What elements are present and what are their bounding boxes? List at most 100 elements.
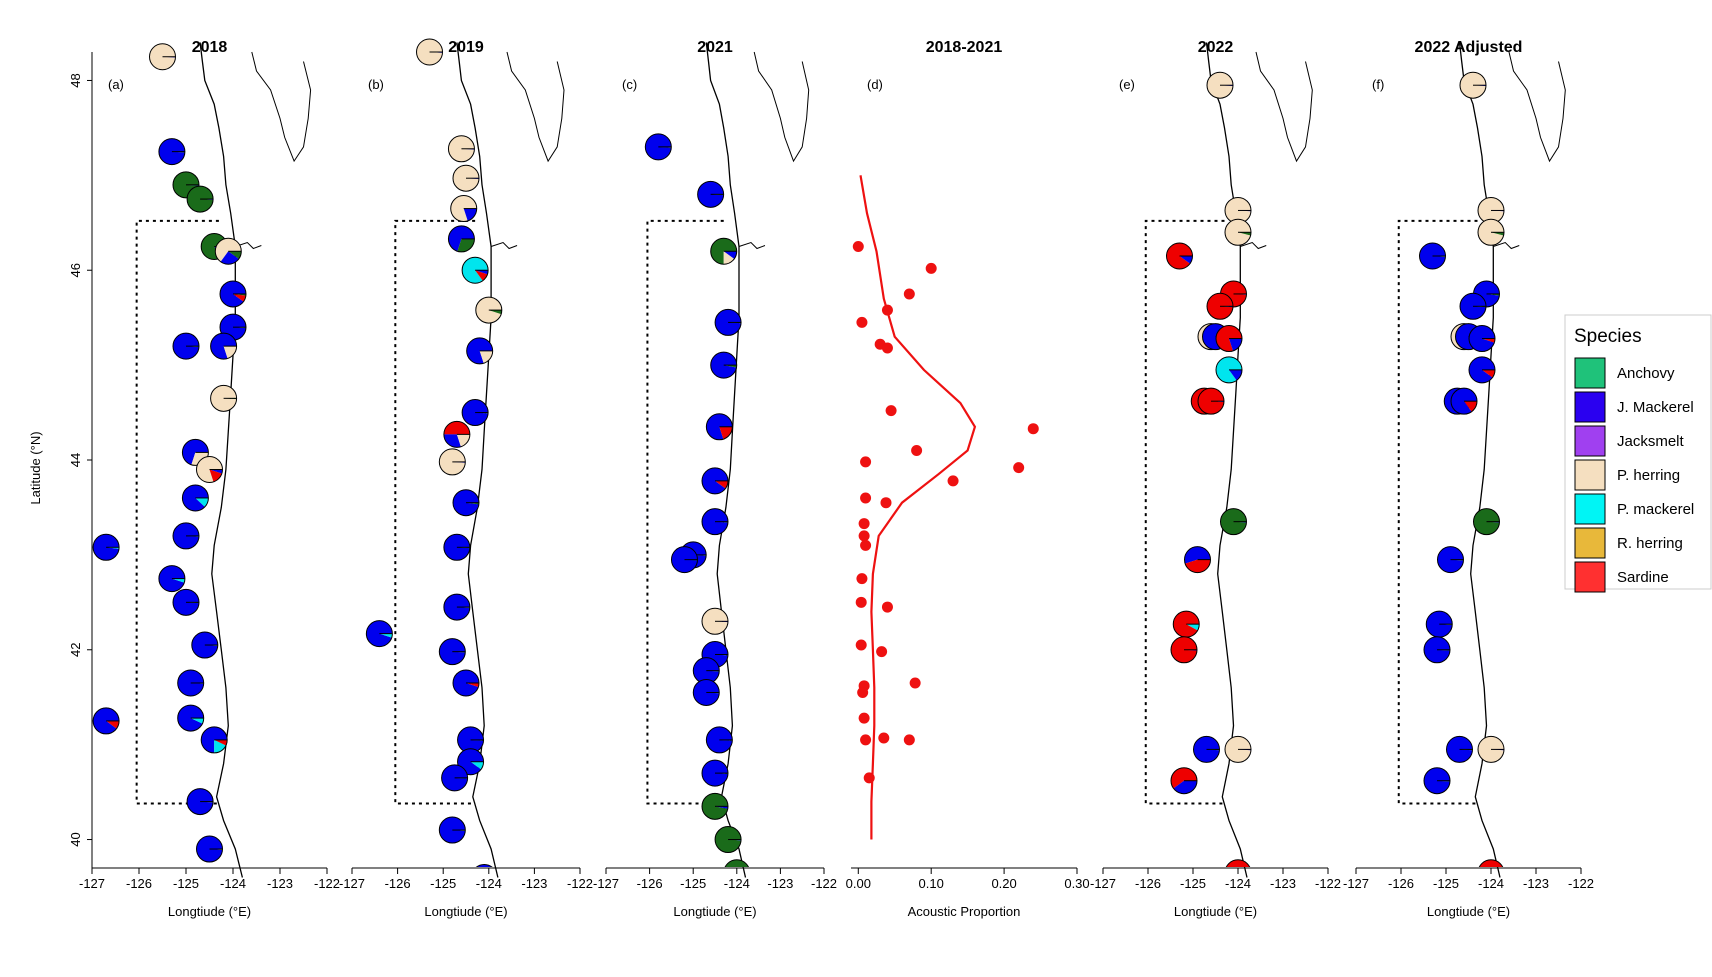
pie-slice bbox=[475, 270, 488, 281]
pie-marker bbox=[452, 164, 480, 192]
data-point bbox=[860, 734, 872, 746]
pie-slice bbox=[220, 251, 239, 265]
legend-title: Species bbox=[1574, 326, 1642, 347]
pie-marker bbox=[1446, 735, 1473, 763]
pie-slice bbox=[223, 346, 237, 359]
data-point bbox=[903, 288, 915, 300]
data-point bbox=[852, 241, 864, 253]
pie-marker bbox=[1225, 859, 1251, 874]
data-point bbox=[881, 304, 893, 316]
pie-slice bbox=[1482, 369, 1496, 378]
pie-slice bbox=[191, 452, 209, 466]
x-tick-label: -127 bbox=[593, 876, 619, 891]
pie-marker bbox=[191, 631, 219, 659]
pie-marker bbox=[1206, 292, 1234, 320]
puget-sound-outline bbox=[251, 51, 312, 163]
x-tick-label: -122 bbox=[567, 876, 593, 891]
panel-label: (c) bbox=[622, 77, 637, 92]
study-area-box bbox=[1144, 219, 1225, 805]
pie-slice bbox=[215, 238, 242, 262]
pie-slice bbox=[456, 434, 470, 447]
pie-marker bbox=[1477, 735, 1505, 763]
pie-marker bbox=[1215, 356, 1243, 384]
x-axis-title: Acoustic Proportion bbox=[908, 904, 1021, 919]
pie-marker bbox=[214, 237, 242, 265]
pie-slice bbox=[1185, 559, 1211, 573]
pie-slice bbox=[1171, 767, 1197, 789]
y-tick-label: 46 bbox=[68, 263, 83, 277]
pie-marker bbox=[714, 308, 742, 336]
pie-slice bbox=[737, 873, 750, 874]
data-point bbox=[885, 405, 897, 417]
pie-layer bbox=[365, 38, 503, 867]
pie-marker bbox=[466, 337, 494, 365]
species-legend: Species Anchovy J. Mackerel Jacksmelt P. he… bbox=[1564, 314, 1712, 593]
panel-label: (a) bbox=[108, 77, 124, 92]
pie-slice bbox=[228, 251, 242, 259]
study-area-box bbox=[394, 219, 476, 805]
pie-marker bbox=[443, 593, 471, 621]
pie-marker bbox=[701, 508, 729, 536]
pie-marker bbox=[1172, 610, 1200, 638]
pie-marker bbox=[461, 399, 489, 427]
pie-marker bbox=[1170, 636, 1198, 664]
x-tick-label: -123 bbox=[267, 876, 293, 891]
pie-slice bbox=[195, 497, 209, 507]
pie-marker bbox=[177, 704, 205, 732]
data-point bbox=[909, 677, 921, 689]
pie-marker bbox=[475, 863, 493, 867]
legend-swatch bbox=[1574, 357, 1606, 389]
legend-swatch bbox=[1574, 459, 1606, 491]
pie-marker bbox=[461, 256, 489, 284]
pie-marker bbox=[705, 413, 733, 441]
pie-slice bbox=[715, 806, 728, 809]
pie-slice bbox=[443, 421, 470, 435]
pie-marker bbox=[701, 759, 729, 787]
pie-marker bbox=[181, 438, 209, 466]
pie-outline bbox=[1478, 859, 1504, 867]
pie-marker bbox=[710, 237, 738, 265]
x-tick-label: -122 bbox=[314, 876, 340, 891]
pie-marker bbox=[1193, 735, 1220, 763]
pie-marker bbox=[452, 669, 480, 697]
y-tick-label: 44 bbox=[68, 453, 83, 467]
river-mouth bbox=[490, 241, 518, 250]
pie-marker bbox=[92, 533, 120, 561]
pie-marker bbox=[1459, 292, 1487, 320]
puget-sound-outline bbox=[506, 51, 565, 163]
pie-marker bbox=[1224, 196, 1252, 224]
pie-marker bbox=[186, 185, 214, 213]
pie-layer bbox=[1166, 71, 1252, 874]
pie-marker bbox=[1224, 735, 1252, 763]
pie-marker bbox=[1423, 767, 1451, 795]
pie-slice bbox=[1491, 232, 1504, 236]
river-mouth bbox=[738, 241, 766, 250]
panel-1: 40 42 44 46 48 -127 -126 -125 -124 -123 -122 2018 (a… bbox=[68, 39, 340, 919]
river-mouth bbox=[1240, 241, 1267, 250]
pie-slice bbox=[209, 469, 223, 474]
x-axis-title: Longtiude (°E) bbox=[1174, 904, 1257, 919]
puget-sound-outline bbox=[1508, 51, 1566, 163]
y-axis-title: Latitude (°N) bbox=[28, 431, 43, 504]
legend-label: Jacksmelt bbox=[1617, 433, 1685, 450]
pie-marker bbox=[692, 678, 720, 706]
pie-slice bbox=[1238, 873, 1251, 874]
data-point bbox=[855, 639, 867, 651]
pie-marker bbox=[200, 726, 228, 754]
data-point bbox=[876, 646, 888, 658]
pie-marker bbox=[92, 707, 120, 735]
panel-2: -127 -126 -125 -124 -123 -122 2019 (b) Longtiude… bbox=[339, 38, 593, 919]
pie-slice bbox=[214, 739, 226, 753]
pie-marker bbox=[1170, 767, 1198, 795]
pie-slice bbox=[443, 434, 461, 448]
x-axis-title: Longtiude (°E) bbox=[424, 904, 507, 919]
x-tick-label: -123 bbox=[521, 876, 547, 891]
river-mouth bbox=[1493, 241, 1520, 250]
legend-label: P. herring bbox=[1617, 467, 1680, 484]
study-area-box bbox=[135, 219, 219, 805]
x-tick-label: -125 bbox=[430, 876, 456, 891]
pie-marker bbox=[447, 135, 475, 163]
x-axis-title: Longtiude (°E) bbox=[168, 904, 251, 919]
pie-slice bbox=[1229, 338, 1242, 351]
pie-marker bbox=[1419, 242, 1446, 270]
